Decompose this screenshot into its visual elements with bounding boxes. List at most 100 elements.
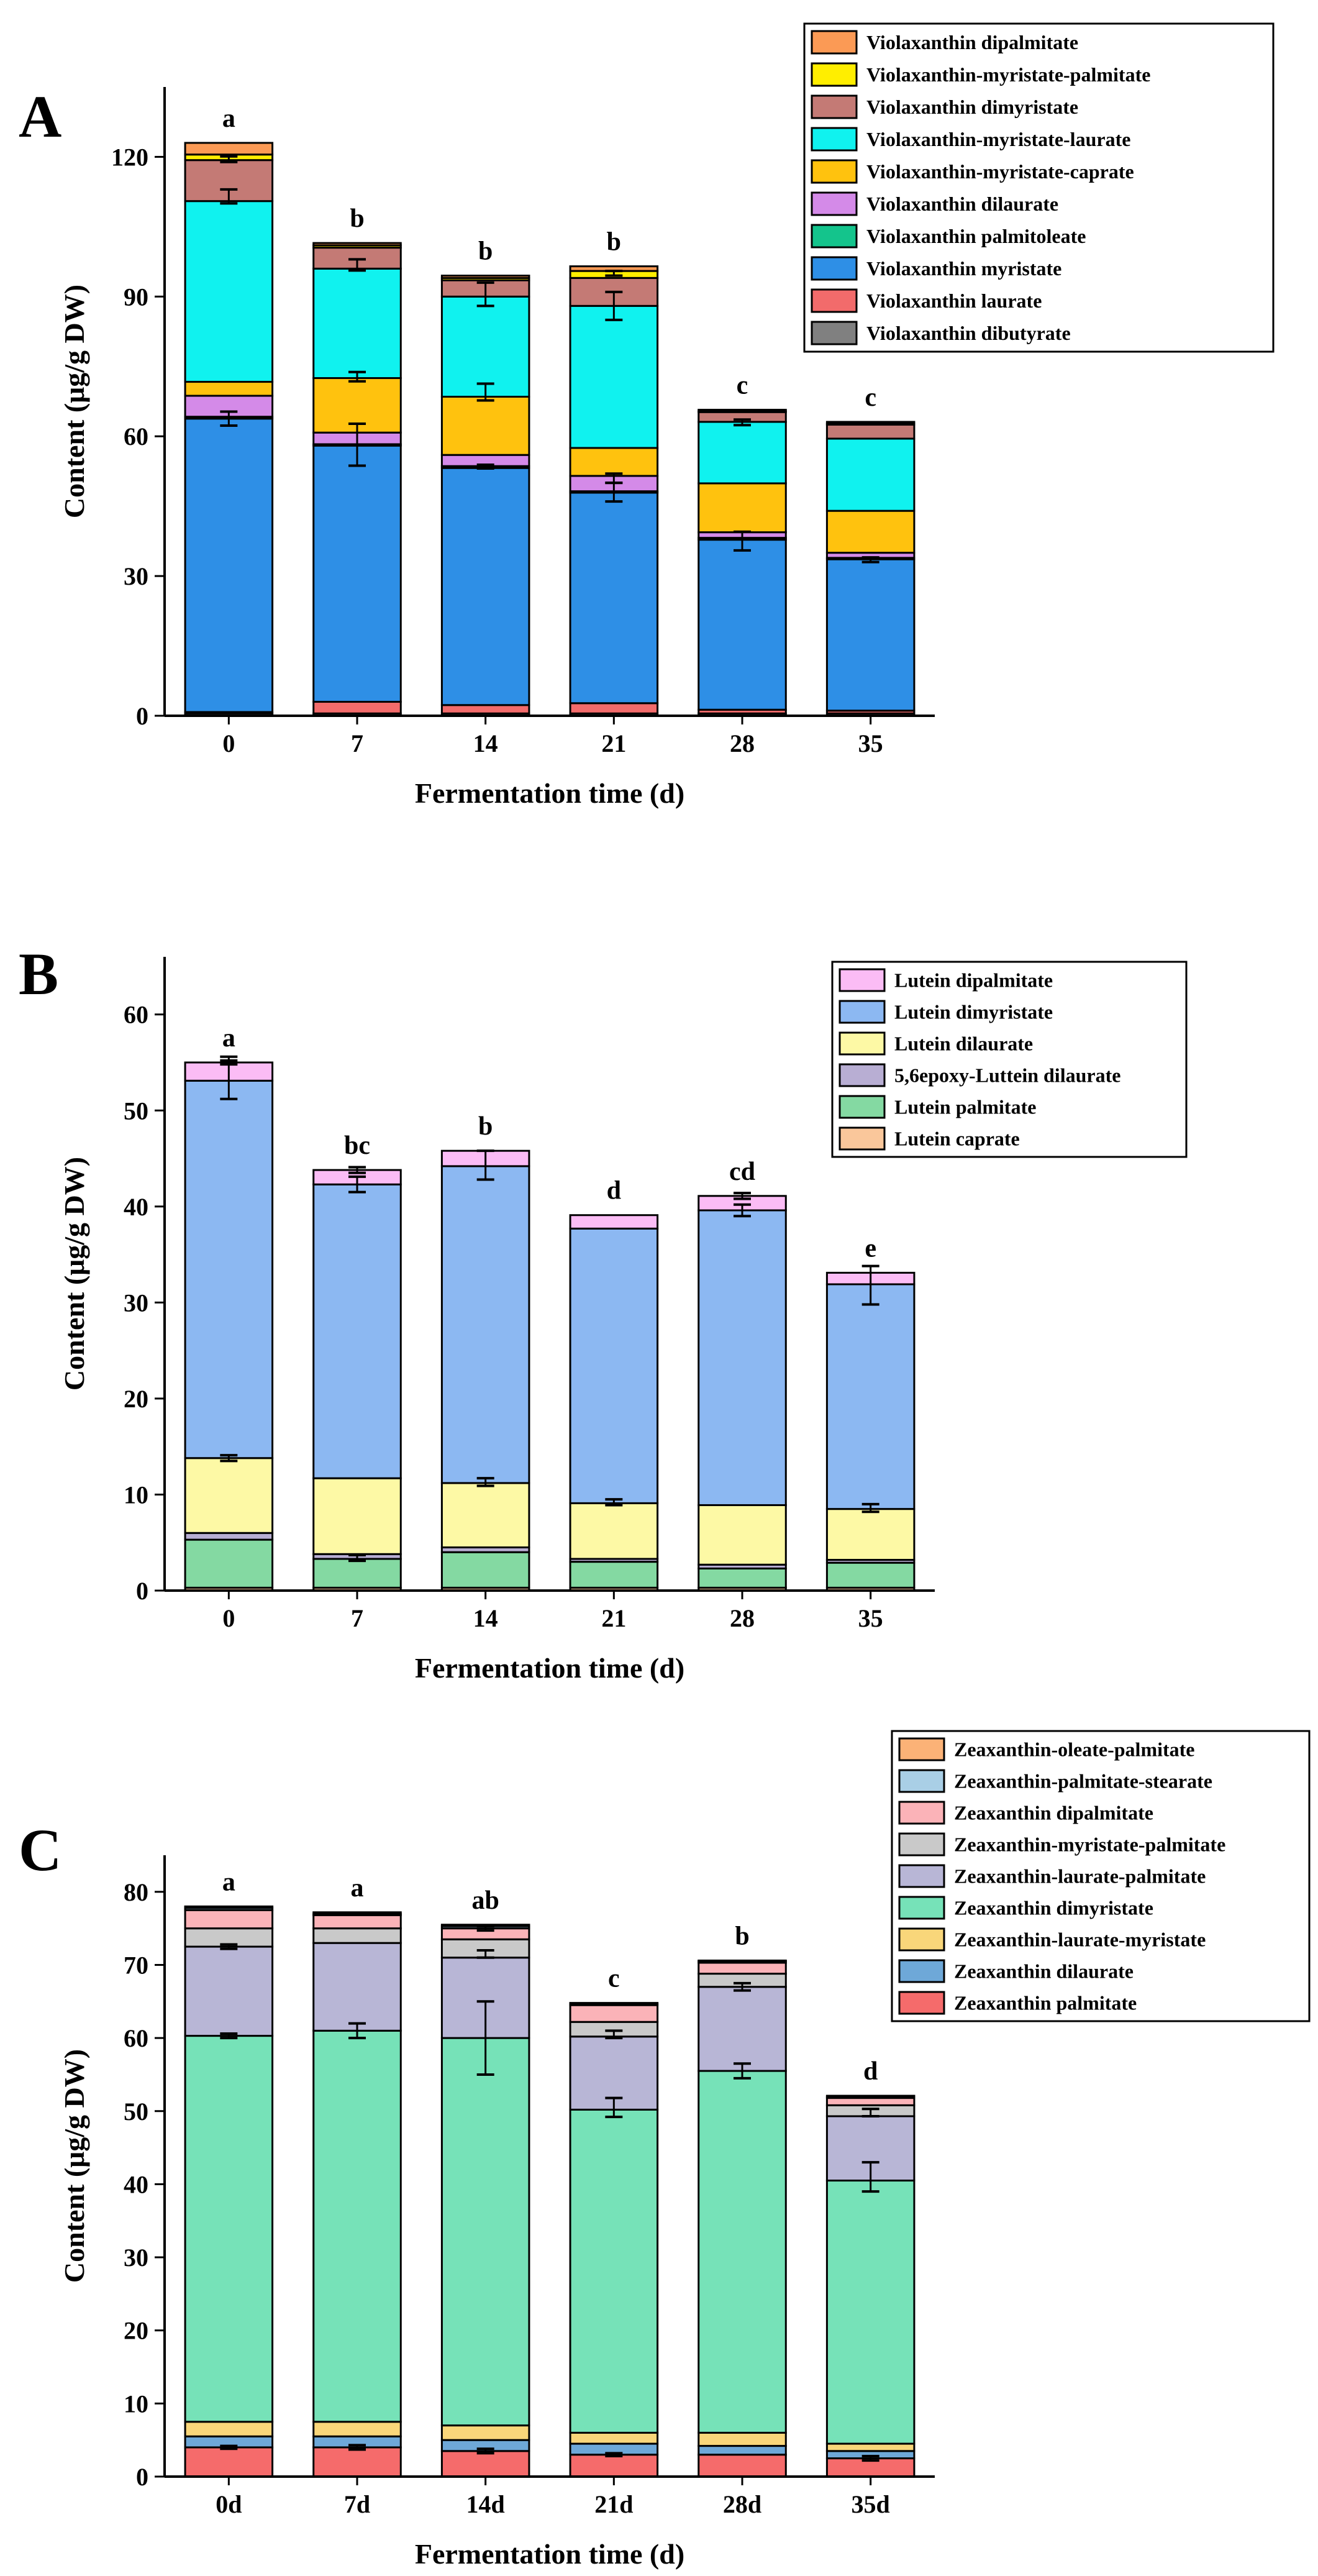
bar-segment-14-4: [440, 1165, 530, 1484]
bar-segment-0-6: [184, 200, 274, 383]
legend-frame: [831, 961, 1188, 1158]
bar-segment-28d-3: [698, 2070, 787, 2434]
bar-segment-7d-5: [312, 1927, 402, 1944]
bar-segment-14d-2: [440, 2424, 530, 2441]
legend-swatch: [898, 1737, 945, 1761]
y-tick-label: 20: [124, 1385, 148, 1413]
error-bar: [605, 472, 623, 485]
bar-segment-21d-8: [569, 2002, 659, 2005]
bar-segment-21-1: [569, 702, 659, 715]
significance-label: bc: [344, 1131, 370, 1160]
legend-frame: [803, 22, 1275, 353]
legend-swatch: [811, 94, 858, 119]
legend-swatch: [898, 1801, 945, 1825]
legend-label: Violaxanthin-myristate-laurate: [866, 128, 1130, 150]
error-bar: [476, 1925, 494, 1932]
error-bar: [605, 1498, 623, 1507]
bar-segment-0-2: [184, 1532, 274, 1541]
bar-segment-0d-0: [184, 2446, 274, 2478]
x-tick-label: 35: [858, 1604, 883, 1632]
legend-label: Violaxanthin-myristate-caprate: [866, 160, 1134, 183]
y-axis-title: Content (μg/g DW): [58, 1157, 90, 1391]
x-tick-label: 35d: [852, 2490, 890, 2518]
x-tick-label: 21: [601, 729, 626, 757]
y-tick-label: 40: [124, 2170, 148, 2198]
legend-label: Zeaxanthin palmitate: [954, 1992, 1137, 2014]
legend-label: Zeaxanthin dimyristate: [954, 1897, 1153, 1919]
legend-label: Lutein dilaurate: [894, 1033, 1033, 1055]
bar-segment-14-1: [440, 1551, 530, 1589]
error-bar: [348, 370, 366, 383]
bar-segment-28-6: [698, 421, 787, 485]
bar-segment-35-3: [825, 1508, 916, 1561]
error-bar: [348, 1175, 366, 1194]
legend-label: Violaxanthin-myristate-palmitate: [866, 63, 1150, 86]
bar-segment-0-9: [184, 142, 274, 156]
legend: Violaxanthin dipalmitate Violaxanthin-myr…: [803, 22, 1275, 353]
legend-label: Zeaxanthin-laurate-palmitate: [954, 1865, 1206, 1888]
bar-segment-35-1: [825, 1561, 916, 1589]
legend-swatch: [811, 321, 858, 345]
bar-segment-35-7: [825, 423, 916, 440]
legend-label: Zeaxanthin-myristate-palmitate: [954, 1834, 1225, 1856]
bar-segment-21-5: [569, 447, 659, 477]
legend-swatch: [839, 1063, 886, 1087]
bar-segment-0-2: [184, 418, 274, 713]
y-tick-label: 60: [124, 1001, 148, 1029]
bar-segment-7d-6: [312, 1914, 402, 1930]
bar-segment-35-2: [825, 558, 916, 712]
significance-label: c: [608, 1965, 620, 1993]
error-bar: [476, 281, 494, 308]
x-axis-title: Fermentation time (d): [415, 2538, 684, 2570]
significance-label: a: [222, 1024, 235, 1053]
legend-label: Violaxanthin dimyristate: [866, 96, 1078, 118]
x-tick-label: 7: [351, 1604, 363, 1632]
bar-segment-35-5: [825, 509, 916, 554]
bar-segment-21-1: [569, 1561, 659, 1589]
legend-frame: [891, 1730, 1311, 2022]
bar-segment-21d-0: [569, 2454, 659, 2478]
bar-segment-28d-8: [698, 1959, 787, 1963]
x-tick-label: 0d: [216, 2490, 242, 2518]
y-axis-title: Content (μg/g DW): [58, 2049, 90, 2283]
y-tick-label: 60: [124, 422, 148, 450]
legend-label: Lutein palmitate: [894, 1096, 1036, 1118]
error-bar: [605, 2452, 623, 2458]
legend-swatch: [811, 256, 858, 281]
legend-swatch: [811, 224, 858, 249]
bar-segment-35-9: [825, 421, 916, 424]
significance-label: b: [350, 204, 364, 233]
error-bar: [605, 2029, 623, 2040]
bar-segment-7-6: [312, 267, 402, 380]
legend-label: Zeaxanthin-oleate-palmitate: [954, 1738, 1195, 1761]
bar-segment-7-2: [312, 444, 402, 703]
bar-segment-21d-3: [569, 2108, 659, 2434]
bar-segment-7-1: [312, 701, 402, 715]
panel-letter: A: [19, 83, 61, 150]
error-bar: [220, 1055, 238, 1066]
x-axis-title: Fermentation time (d): [415, 777, 684, 809]
error-bar: [220, 2444, 238, 2450]
bar-segment-21-4: [569, 1227, 659, 1504]
y-tick-label: 50: [124, 2098, 148, 2126]
error-bar: [220, 1943, 238, 1950]
x-tick-label: 28d: [723, 2490, 761, 2518]
legend-label: Violaxanthin palmitoleate: [866, 225, 1086, 247]
error-bar: [861, 2455, 879, 2462]
bar-segment-7-1: [312, 1558, 402, 1589]
bar-segment-7-9: [312, 242, 402, 247]
error-bar: [220, 1454, 238, 1463]
legend-swatch: [811, 30, 858, 55]
significance-label: c: [737, 371, 748, 400]
bar-segment-28-4: [698, 1209, 787, 1506]
legend-swatch: [811, 159, 858, 184]
x-tick-label: 21d: [594, 2490, 633, 2518]
error-bar: [348, 2022, 366, 2040]
x-tick-label: 0: [222, 729, 235, 757]
bar-segment-35d-2: [825, 2442, 916, 2452]
error-bar: [476, 2447, 494, 2455]
error-bar: [220, 155, 238, 163]
bar-segment-7-3: [312, 1477, 402, 1555]
y-tick-label: 0: [136, 2463, 148, 2491]
bar-segment-35d-6: [825, 2097, 916, 2106]
